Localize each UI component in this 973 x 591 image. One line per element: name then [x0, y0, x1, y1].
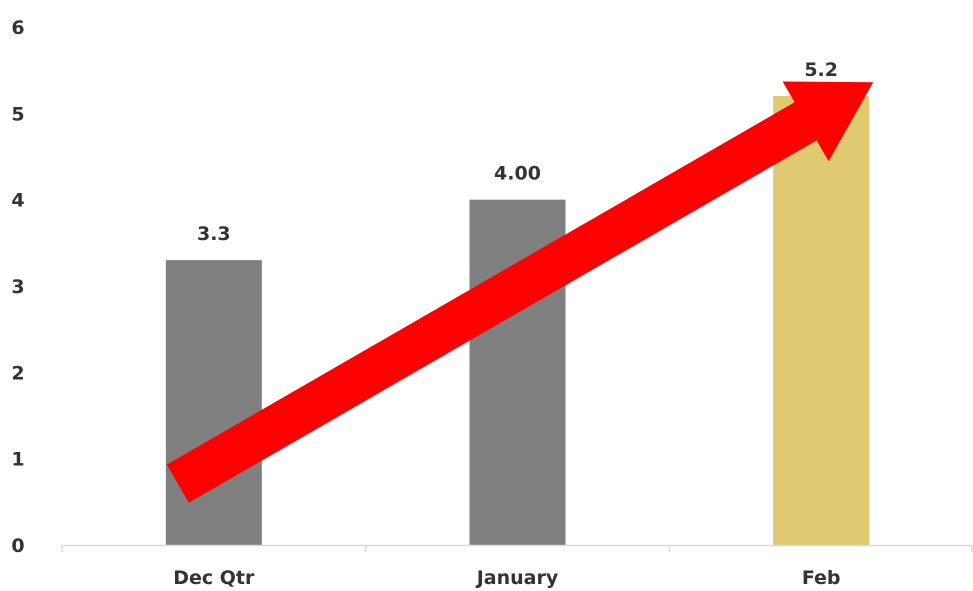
- trend-arrow: [166, 81, 874, 503]
- y-tick-label: 4: [11, 190, 24, 212]
- y-tick-label: 3: [11, 276, 24, 298]
- category-label: Feb: [802, 567, 841, 589]
- bar: [165, 260, 262, 545]
- data-label: 5.2: [804, 59, 838, 81]
- trend-arrow-shape: [166, 81, 874, 503]
- y-tick-label: 0: [11, 535, 24, 557]
- y-tick-label: 1: [11, 449, 24, 471]
- data-label: 4.00: [494, 163, 541, 185]
- category-label: Dec Qtr: [173, 567, 255, 589]
- data-labels: 3.3 4.00 5.2: [197, 59, 838, 245]
- y-tick-label: 5: [11, 103, 24, 125]
- y-axis-ticks: 0 1 2 3 4 5 6: [11, 17, 24, 557]
- category-label: January: [475, 567, 559, 589]
- category-labels: Dec Qtr January Feb: [173, 567, 840, 589]
- x-axis-tick-marks: [61, 545, 973, 552]
- y-tick-label: 6: [11, 17, 24, 39]
- bar: [773, 96, 870, 546]
- data-label: 3.3: [197, 223, 231, 245]
- y-tick-label: 2: [11, 362, 24, 384]
